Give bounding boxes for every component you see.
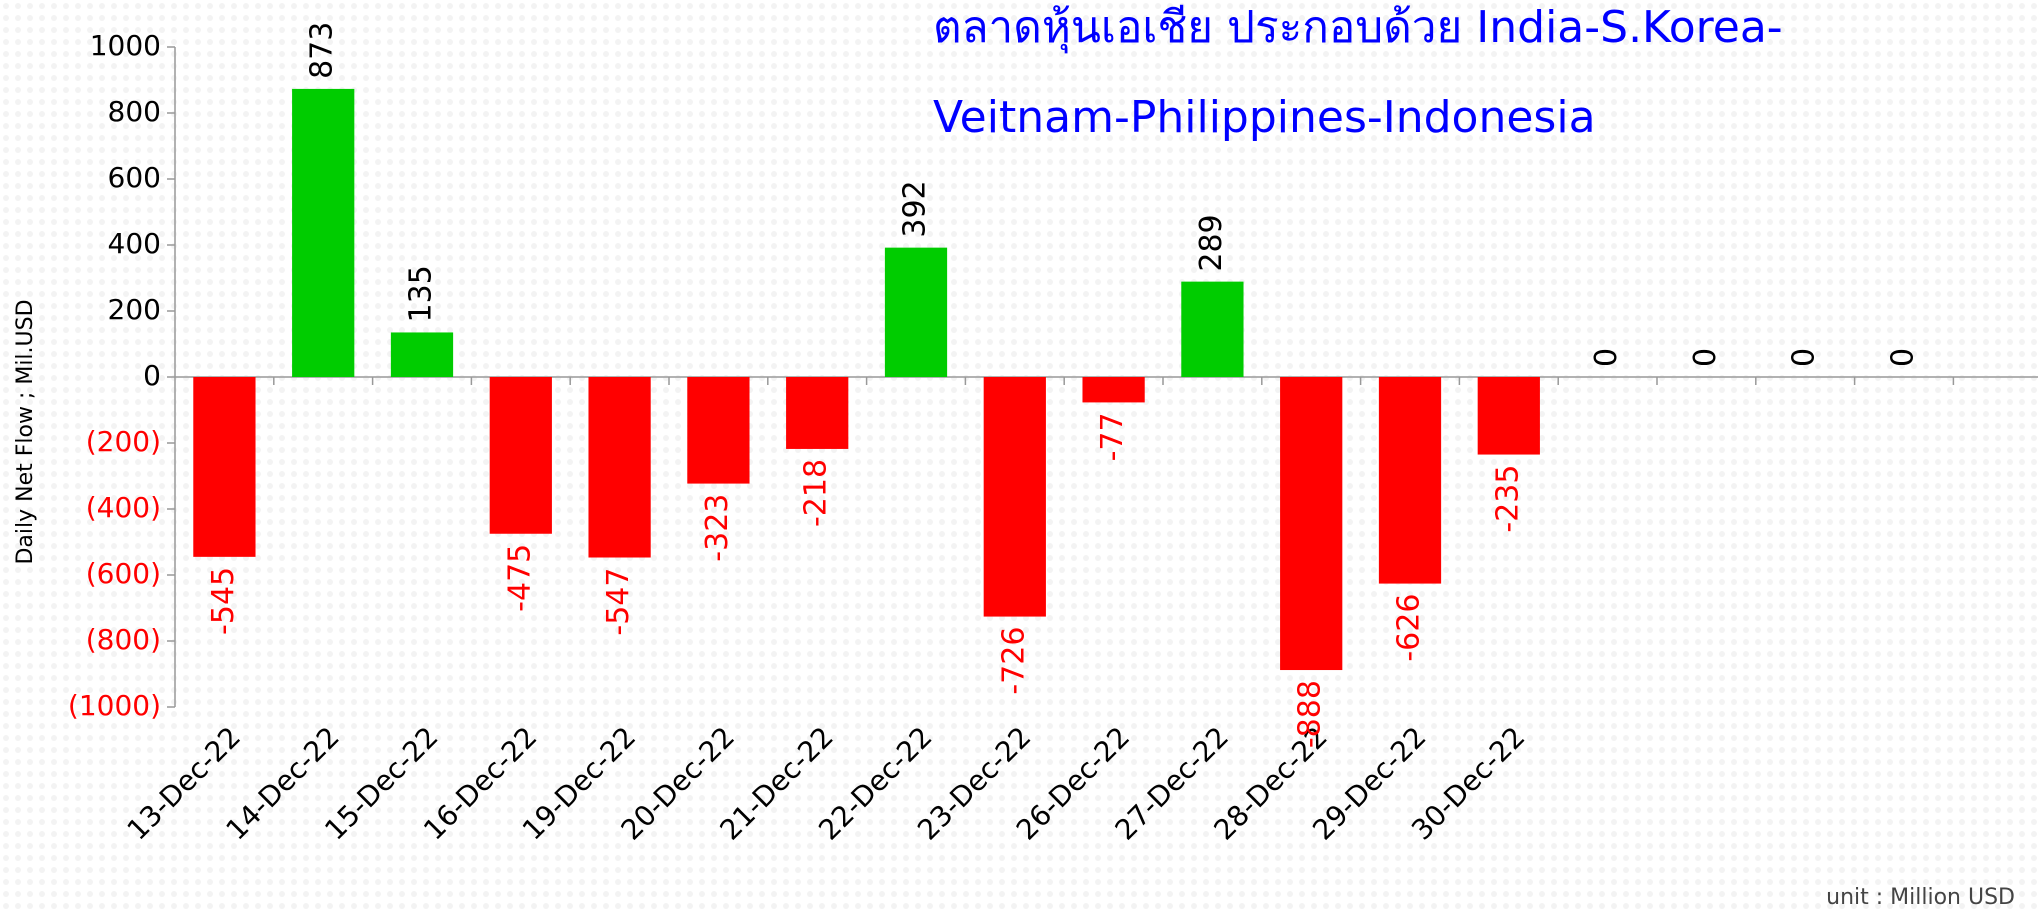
bar: [1477, 377, 1540, 455]
value-label: -218: [799, 459, 834, 527]
value-label: -323: [700, 494, 735, 562]
value-label: 0: [1589, 348, 1624, 367]
value-label: 392: [898, 180, 933, 237]
y-tick-label: 600: [108, 161, 161, 194]
value-label: 135: [404, 265, 439, 322]
bar: [786, 377, 849, 449]
bar: [489, 377, 552, 534]
y-tick-label: (600): [86, 557, 161, 590]
y-tick-label: (400): [86, 491, 161, 524]
y-tick-label: (1000): [68, 689, 161, 722]
bar: [687, 377, 750, 484]
bar: [390, 332, 454, 377]
value-label: -626: [1392, 594, 1427, 662]
y-axis-label: Daily Net Flow ; Mil.USD: [13, 299, 38, 564]
value-label: -888: [1293, 680, 1328, 748]
value-label: -235: [1490, 465, 1525, 533]
bar: [1082, 377, 1145, 403]
y-tick-label: 800: [108, 95, 161, 128]
bar: [1280, 377, 1343, 671]
y-tick-label: 1000: [90, 29, 161, 62]
value-label: -547: [601, 568, 636, 636]
y-tick-label: (200): [86, 425, 161, 458]
bar: [588, 377, 651, 558]
bar: [884, 247, 948, 377]
value-label: 0: [1787, 348, 1822, 367]
value-label: 289: [1194, 214, 1229, 271]
bar: [1378, 377, 1442, 584]
chart-title: Veitnam-Philippines-Indonesia: [933, 92, 1596, 143]
value-label: 873: [305, 22, 340, 79]
y-tick-label: (800): [86, 623, 161, 656]
value-label: -77: [1095, 412, 1130, 461]
value-label: -726: [996, 627, 1031, 695]
bar: [292, 88, 355, 377]
unit-note: unit : Million USD: [1826, 885, 2015, 910]
value-label: -545: [206, 567, 241, 635]
y-tick-label: 0: [143, 359, 161, 392]
value-label: 0: [1886, 348, 1921, 367]
value-label: 0: [1688, 348, 1723, 367]
y-tick-label: 400: [108, 227, 161, 260]
bar: [193, 377, 256, 557]
bar: [1181, 281, 1244, 377]
chart-title: ตลาดหุ้นเอเชีย ประกอบด้วย India-S.Korea-: [933, 2, 1783, 54]
y-tick-label: 200: [108, 293, 161, 326]
bar: [983, 377, 1046, 617]
value-label: -475: [502, 544, 537, 612]
